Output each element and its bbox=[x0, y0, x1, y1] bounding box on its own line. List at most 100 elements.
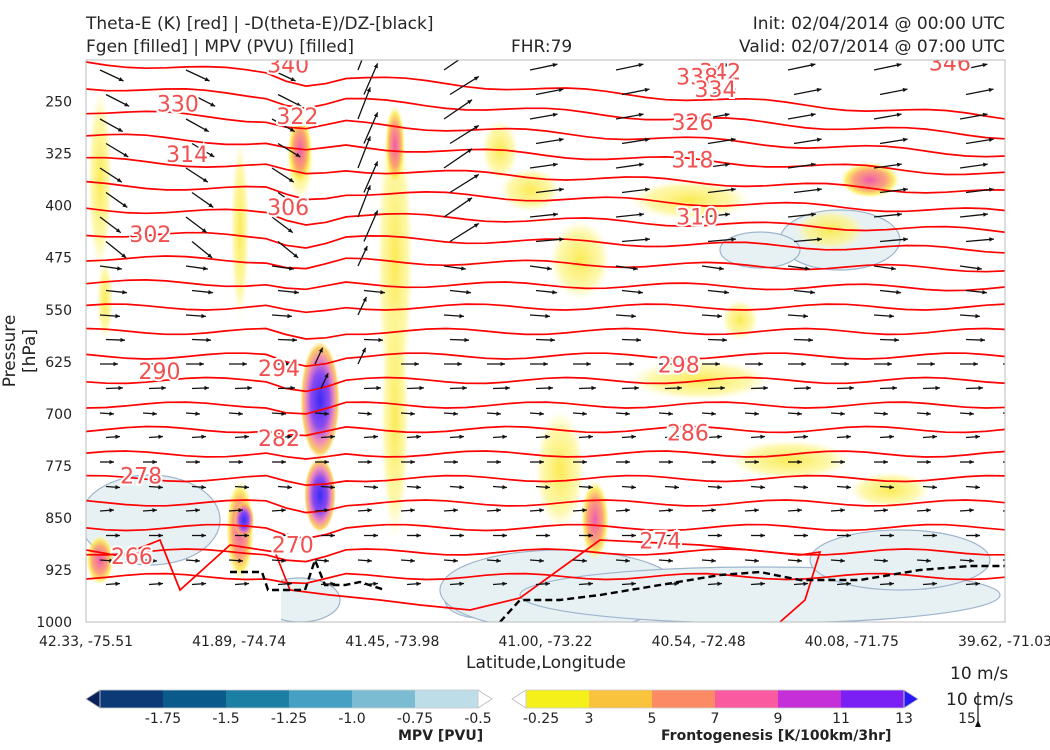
wind-vector-head bbox=[1012, 508, 1017, 512]
wind-vector-head bbox=[896, 162, 902, 167]
wind-vector bbox=[787, 163, 816, 169]
wind-vector-head bbox=[969, 558, 974, 563]
wind-vector-head bbox=[416, 484, 421, 490]
wind-vector-head bbox=[763, 385, 768, 391]
wind-vector-head bbox=[380, 290, 385, 295]
wind-vector-head bbox=[932, 484, 937, 490]
wind-vector-head bbox=[122, 203, 128, 208]
y-tick-label: 325 bbox=[45, 147, 72, 163]
wind-vector-head bbox=[897, 212, 902, 217]
wind-vector-head bbox=[244, 484, 249, 490]
wind-vector-head bbox=[156, 361, 161, 367]
wind-vector-head bbox=[758, 361, 763, 367]
wind-vector-head bbox=[547, 266, 552, 271]
wind-vector-head bbox=[810, 290, 815, 295]
wind-vector-head bbox=[318, 347, 323, 353]
wind-vector-head bbox=[502, 581, 507, 587]
wind-vector-head bbox=[552, 112, 558, 118]
wind-vector-head bbox=[724, 62, 730, 68]
wind-vector-head bbox=[296, 102, 302, 107]
wind-vector-head bbox=[419, 385, 424, 391]
wind-vector-head bbox=[414, 361, 419, 367]
wind-vector-head bbox=[201, 434, 206, 440]
wind-vector-head bbox=[975, 484, 980, 490]
wind-vector-head bbox=[989, 237, 994, 242]
wind-vector-head bbox=[730, 137, 736, 142]
wind-vector bbox=[615, 213, 644, 218]
wind-vector-head bbox=[459, 313, 464, 319]
wind-vector-head bbox=[902, 137, 908, 142]
wind-vector-head bbox=[975, 313, 980, 319]
wind-vector-head bbox=[287, 581, 292, 587]
wind-vector-head bbox=[891, 266, 896, 271]
wind-vector-head bbox=[366, 87, 371, 93]
wind-vector-head bbox=[840, 558, 845, 563]
y-tick-label: 1000 bbox=[36, 615, 72, 631]
wind-vector bbox=[707, 238, 736, 243]
wind-vector bbox=[615, 113, 644, 120]
wind-vector-head bbox=[711, 508, 716, 513]
wind-vector-head bbox=[982, 62, 988, 68]
wind-vector bbox=[529, 163, 558, 169]
wind-vector-head bbox=[545, 484, 550, 490]
theta-e-label: 330 bbox=[157, 92, 199, 117]
wind-vector bbox=[701, 163, 730, 169]
wind-vector bbox=[873, 213, 902, 218]
plot-frame bbox=[85, 59, 1006, 623]
wind-vector-head bbox=[195, 459, 200, 465]
wind-vector-head bbox=[894, 337, 899, 343]
wind-vector-head bbox=[889, 581, 894, 587]
wind-vector-head bbox=[295, 152, 301, 157]
wind-vector-head bbox=[505, 385, 510, 391]
wind-vector-head bbox=[846, 434, 851, 440]
wind-vector-head bbox=[410, 508, 415, 513]
wind-vector-head bbox=[932, 581, 937, 587]
wind-vector-head bbox=[969, 508, 974, 513]
wind-vector-head bbox=[1018, 582, 1023, 586]
wind-vector bbox=[1009, 584, 1023, 585]
theta-e-contour bbox=[86, 88, 1005, 140]
wind-vector-head bbox=[797, 558, 802, 563]
wind-vector bbox=[1009, 388, 1026, 389]
fgen-region bbox=[630, 180, 750, 220]
wind-vector-head bbox=[123, 152, 129, 157]
wind-vector-head bbox=[461, 266, 466, 271]
theta-e-contour bbox=[86, 450, 1005, 460]
wind-vector-head bbox=[582, 459, 587, 465]
fgen-colorbar-frame bbox=[525, 689, 905, 709]
wind-vector-head bbox=[926, 508, 931, 513]
wind-vector-head bbox=[208, 203, 214, 208]
wind-vector-head bbox=[201, 533, 206, 538]
wind-vector bbox=[873, 113, 902, 120]
fgen-colorbar-tick-label: 15 bbox=[958, 711, 976, 727]
theta-e-contour bbox=[86, 401, 1005, 415]
wind-vector-head bbox=[410, 411, 415, 416]
wind-vector-head bbox=[410, 459, 415, 465]
wind-vector-head bbox=[292, 337, 297, 343]
x-tick-label: 41.00, -73.22 bbox=[498, 634, 592, 650]
wind-vector-head bbox=[805, 266, 810, 271]
wind-vector-head bbox=[502, 533, 507, 538]
wind-vector-head bbox=[797, 411, 802, 416]
wind-vector bbox=[443, 148, 473, 169]
title-line-1: Theta-E (K) [red] | -D(theta-E)/DZ-[blac… bbox=[86, 14, 434, 34]
wind-vector-head bbox=[883, 411, 888, 416]
wind-vector bbox=[529, 63, 558, 71]
wind-vector-head bbox=[158, 484, 163, 490]
wind-vector-head bbox=[926, 411, 931, 416]
wind-vector-head bbox=[817, 187, 822, 192]
wind-vector-head bbox=[1021, 386, 1026, 390]
wind-vector bbox=[879, 138, 908, 145]
wind-vector-head bbox=[115, 581, 120, 587]
wind-vector-head bbox=[459, 533, 464, 538]
wind-vector-head bbox=[462, 385, 467, 391]
wind-vector-head bbox=[206, 337, 211, 343]
wind-vector bbox=[621, 188, 650, 194]
wind-vector bbox=[793, 138, 822, 145]
wind-vector-head bbox=[548, 385, 553, 391]
theta-e-contour bbox=[86, 61, 1005, 120]
wind-vector-head bbox=[591, 385, 596, 391]
wind-vector-head bbox=[473, 76, 479, 81]
wind-vector-head bbox=[378, 337, 383, 343]
